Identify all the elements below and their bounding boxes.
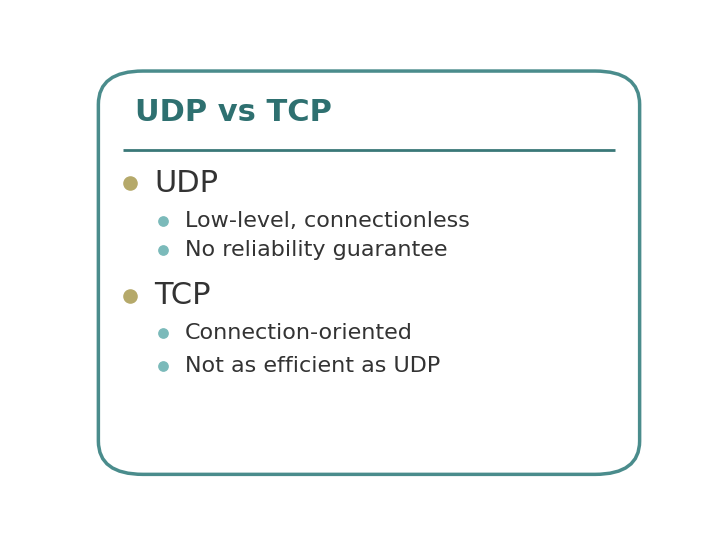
Text: UDP: UDP bbox=[154, 169, 218, 198]
Point bbox=[125, 179, 136, 187]
Text: Not as efficient as UDP: Not as efficient as UDP bbox=[185, 356, 440, 376]
Text: UDP vs TCP: UDP vs TCP bbox=[135, 98, 331, 127]
Text: Low-level, connectionless: Low-level, connectionless bbox=[185, 211, 469, 231]
Point bbox=[125, 291, 136, 300]
Text: No reliability guarantee: No reliability guarantee bbox=[185, 240, 447, 260]
Text: TCP: TCP bbox=[154, 281, 211, 310]
Point bbox=[157, 217, 168, 225]
Text: Connection-oriented: Connection-oriented bbox=[185, 323, 413, 343]
Point bbox=[157, 329, 168, 338]
Point bbox=[157, 246, 168, 254]
Point bbox=[157, 362, 168, 370]
FancyBboxPatch shape bbox=[99, 71, 639, 474]
